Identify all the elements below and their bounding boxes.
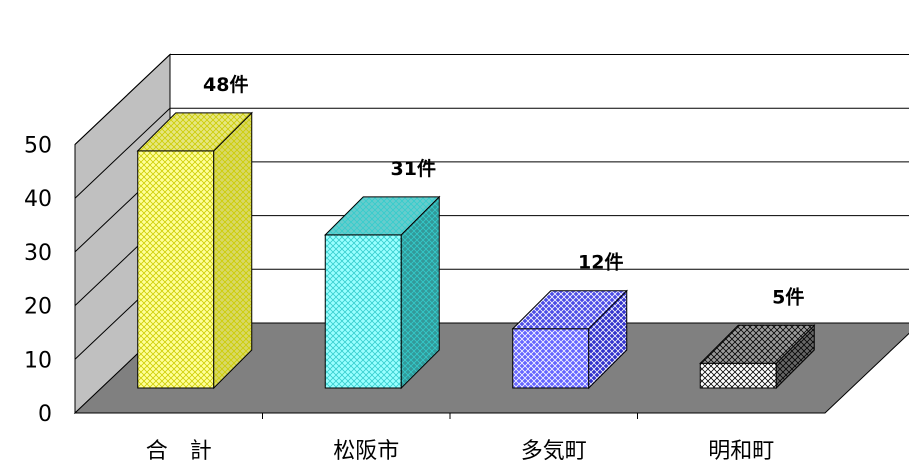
bar-front <box>324 234 402 389</box>
x-tick-label: 多気町 <box>521 439 587 464</box>
x-tick-label: 合 計 <box>146 439 212 464</box>
bars <box>136 111 816 390</box>
bar <box>324 195 441 390</box>
bar-front <box>137 150 215 389</box>
y-tick-label: 10 <box>24 348 52 373</box>
bar-side <box>213 111 253 390</box>
back-wall <box>169 54 909 324</box>
bar <box>699 324 816 390</box>
bar-top <box>136 112 253 152</box>
gridline <box>74 107 909 199</box>
x-tick-label: 明和町 <box>708 439 774 464</box>
gridline <box>74 54 909 145</box>
y-tick-label: 0 <box>38 402 52 427</box>
bar-top <box>511 290 628 330</box>
data-label: 31件 <box>391 157 436 180</box>
bar <box>511 289 628 390</box>
data-label: 48件 <box>203 73 248 96</box>
y-tick-label: 50 <box>24 134 52 159</box>
data-label: 5件 <box>772 285 804 308</box>
data-label: 12件 <box>578 251 623 274</box>
bar <box>136 111 253 390</box>
y-tick-label: 40 <box>24 187 52 212</box>
bar-top <box>324 196 441 236</box>
y-tick-label: 20 <box>24 295 52 320</box>
y-tick-label: 30 <box>24 241 52 266</box>
bar-front <box>512 328 590 389</box>
bar-top <box>699 324 816 364</box>
bar-front <box>699 362 777 389</box>
axes: 0 10 20 30 40 50 <box>24 134 825 427</box>
x-tick-label: 松阪市 <box>333 439 399 464</box>
